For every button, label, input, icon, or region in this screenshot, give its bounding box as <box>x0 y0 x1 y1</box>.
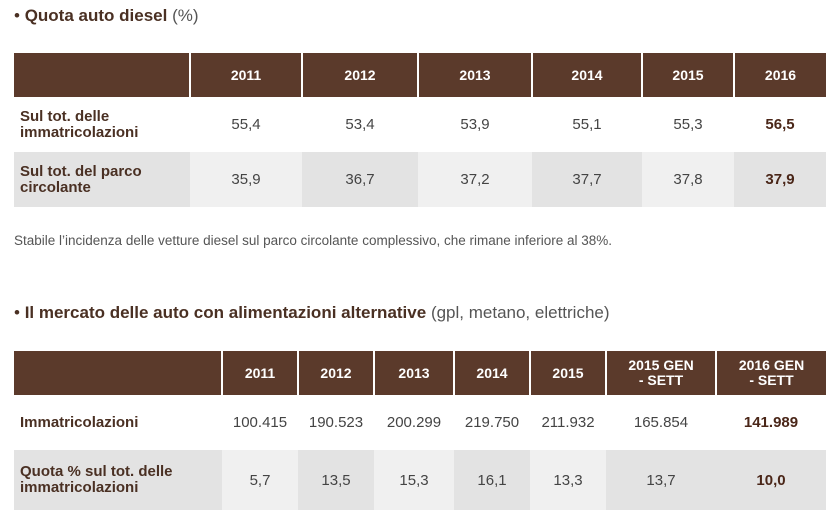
header-corner <box>14 53 190 97</box>
year-header: 2015 <box>529 351 606 395</box>
bullet-icon: • <box>14 6 25 25</box>
table-cell: 37,2 <box>418 152 532 207</box>
year-header: 2012 <box>301 53 418 97</box>
table-cell: 55,3 <box>673 116 703 133</box>
diesel-section-title: • Quota auto diesel (%) <box>14 6 199 26</box>
table-cell: 190.523 <box>308 414 364 431</box>
alt-title-detail: (gpl, metano, elettriche) <box>430 303 610 322</box>
year-header: 2013 <box>373 351 454 395</box>
table-cell: 15,3 <box>374 450 454 510</box>
alt-header-row: 2011 2012 2013 2014 2015 2015 GEN - SETT… <box>14 351 826 395</box>
diesel-table: 2011 2012 2013 2014 2015 2016 Sul tot. d… <box>14 53 826 207</box>
table-cell: 5,7 <box>222 450 298 510</box>
row-label: Immatricolazioni <box>20 413 139 431</box>
table-cell: 219.750 <box>464 414 520 431</box>
table-cell-highlight: 56,5 <box>765 116 795 133</box>
table-cell: 13,3 <box>530 450 606 510</box>
row-label: Sul tot. delle immatricolazioni <box>20 107 139 141</box>
table-cell-highlight: 37,9 <box>734 152 826 207</box>
period-header: 2016 GEN - SETT <box>715 351 826 395</box>
table-cell: 100.415 <box>232 414 288 431</box>
year-header: 2012 <box>297 351 374 395</box>
table-cell: 200.299 <box>386 414 442 431</box>
period-header: 2015 GEN - SETT <box>605 351 716 395</box>
table-cell: 37,7 <box>532 152 642 207</box>
diesel-header-row: 2011 2012 2013 2014 2015 2016 <box>14 53 826 97</box>
diesel-note: Stabile l’incidenza delle vetture diesel… <box>14 233 613 248</box>
diesel-title: Quota auto diesel <box>24 6 168 25</box>
table-cell: 13,7 <box>606 450 716 510</box>
alt-table: 2011 2012 2013 2014 2015 2015 GEN - SETT… <box>14 351 826 510</box>
row-label: Quota % sul tot. delle immatricolazioni <box>14 450 222 510</box>
table-cell: 13,5 <box>298 450 374 510</box>
table-cell-highlight: 10,0 <box>716 450 826 510</box>
table-row: Quota % sul tot. delle immatricolazioni … <box>14 450 826 510</box>
year-header: 2016 <box>733 53 826 97</box>
header-corner <box>14 351 222 395</box>
table-cell: 55,1 <box>572 116 602 133</box>
table-cell: 211.932 <box>541 414 595 431</box>
diesel-title-unit: (%) <box>172 6 199 25</box>
table-cell: 53,4 <box>345 116 375 133</box>
table-cell: 53,9 <box>460 116 490 133</box>
table-cell: 165.854 <box>633 414 689 431</box>
table-cell-highlight: 141.989 <box>743 414 799 431</box>
table-cell: 35,9 <box>190 152 302 207</box>
row-label: Sul tot. del parco circolante <box>14 152 190 207</box>
year-header: 2011 <box>189 53 302 97</box>
year-header: 2011 <box>221 351 298 395</box>
year-header: 2014 <box>531 53 642 97</box>
year-header: 2014 <box>453 351 530 395</box>
alt-title: Il mercato delle auto con alimentazioni … <box>24 303 427 322</box>
table-row: Sul tot. del parco circolante 35,9 36,7 … <box>14 152 826 207</box>
table-row: Sul tot. delle immatricolazioni 55,4 53,… <box>14 97 826 152</box>
year-header: 2015 <box>641 53 734 97</box>
bullet-icon: • <box>14 303 25 322</box>
table-cell: 55,4 <box>231 116 261 133</box>
table-row: Immatricolazioni 100.415 190.523 200.299… <box>14 395 826 450</box>
table-cell: 36,7 <box>302 152 418 207</box>
year-header: 2013 <box>417 53 532 97</box>
table-cell: 16,1 <box>454 450 530 510</box>
alt-section-title: • Il mercato delle auto con alimentazion… <box>14 303 610 323</box>
table-cell: 37,8 <box>642 152 734 207</box>
